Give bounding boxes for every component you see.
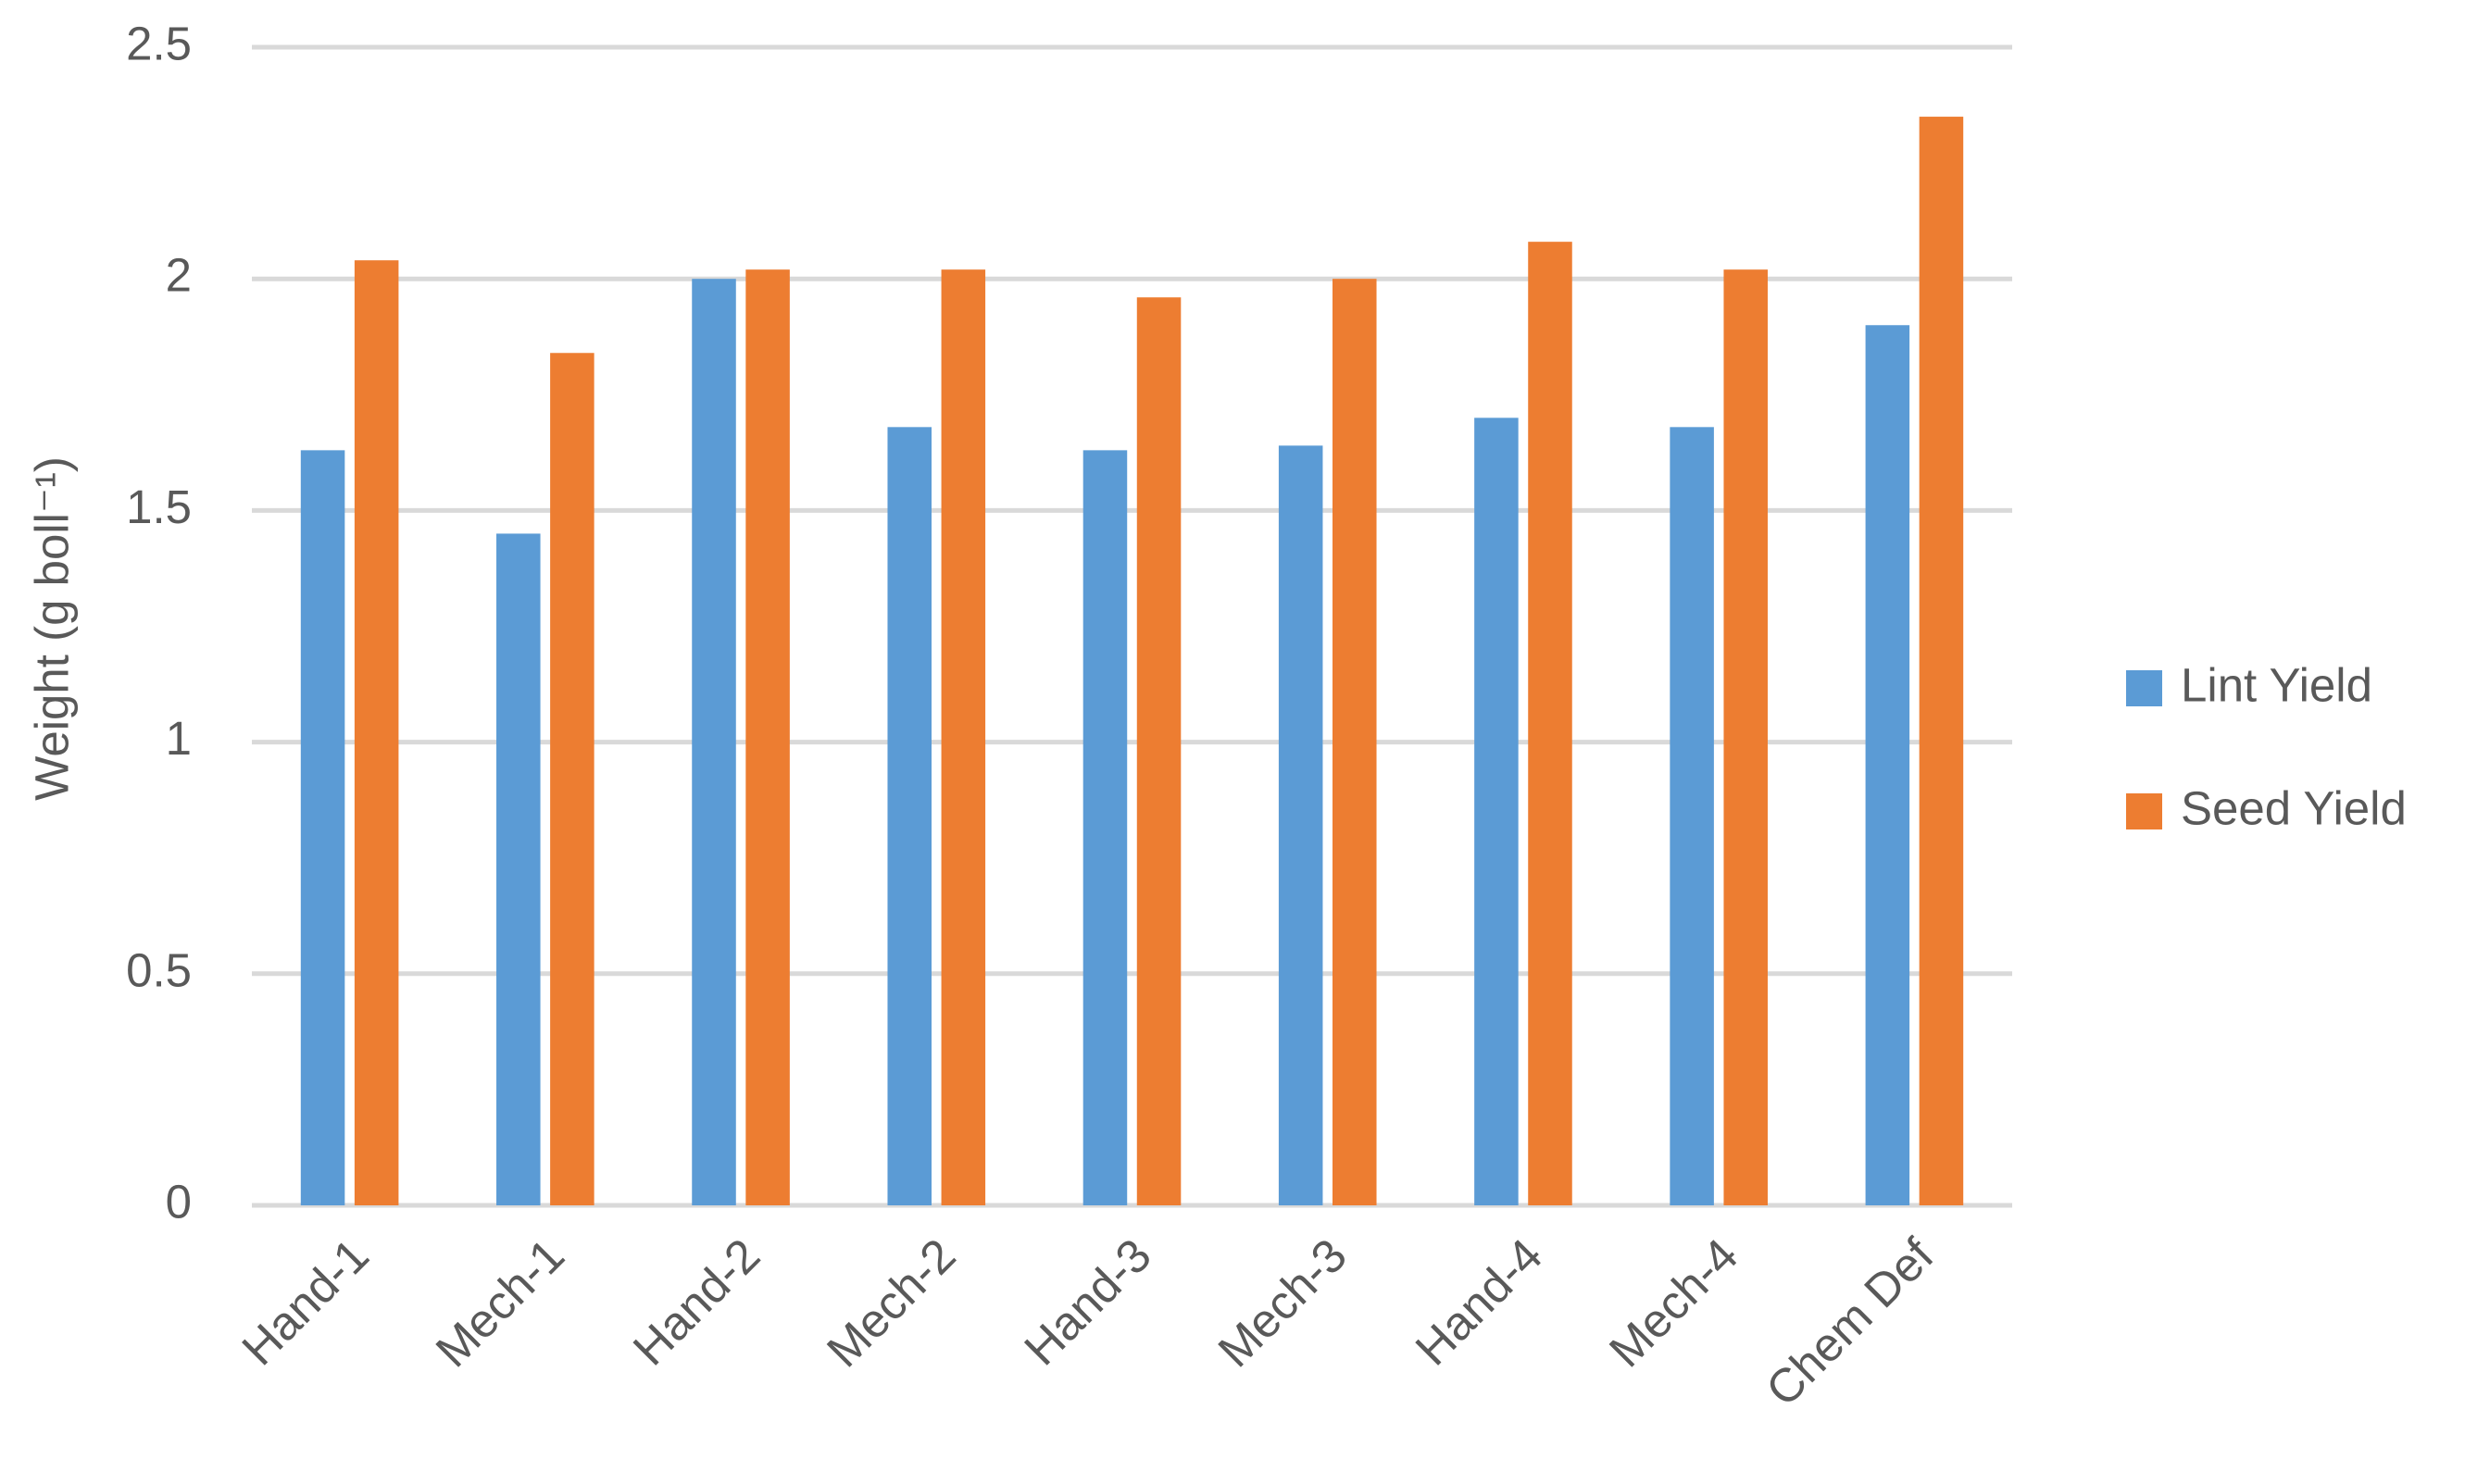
bar	[300, 450, 345, 1205]
bar	[496, 533, 541, 1205]
y-tick-label: 1.5	[126, 480, 192, 533]
x-tick-label: Mech-4	[1599, 1228, 1748, 1378]
y-tick-label: 1	[166, 712, 192, 765]
bar	[1723, 269, 1768, 1205]
legend-swatch	[2126, 670, 2162, 706]
y-axis-label: Weight (g boll⁻¹)	[25, 456, 78, 801]
bar	[941, 269, 986, 1205]
bar	[1474, 418, 1519, 1205]
x-tick-label: Hand-3	[1014, 1228, 1161, 1376]
y-tick-label: 0	[166, 1175, 192, 1228]
y-tick-label: 0.5	[126, 943, 192, 996]
bar	[1333, 279, 1377, 1205]
y-tick-label: 2.5	[126, 17, 192, 69]
bar	[887, 427, 932, 1205]
legend-label: Seed Yield	[2181, 781, 2407, 834]
bar	[354, 260, 399, 1206]
bar	[1919, 117, 1964, 1205]
bar	[1865, 325, 1910, 1205]
legend-label: Lint Yield	[2181, 658, 2372, 711]
bar	[745, 269, 790, 1205]
y-tick-label: 2	[166, 249, 192, 302]
x-tick-label: Chem Def	[1756, 1228, 1944, 1415]
x-tick-label: Mech-3	[1207, 1228, 1357, 1378]
bar	[550, 353, 594, 1205]
x-tick-label: Hand-2	[623, 1228, 770, 1376]
bar	[692, 279, 736, 1205]
bar	[1278, 445, 1323, 1205]
bar	[1136, 297, 1182, 1205]
x-tick-label: Hand-4	[1406, 1228, 1553, 1376]
x-tick-label: Hand-1	[231, 1228, 379, 1376]
bar	[1082, 450, 1128, 1205]
legend-swatch	[2126, 793, 2162, 829]
bar	[1528, 242, 1572, 1206]
x-tick-label: Mech-1	[426, 1228, 575, 1378]
bar	[1670, 427, 1714, 1205]
x-tick-label: Mech-2	[817, 1228, 966, 1378]
